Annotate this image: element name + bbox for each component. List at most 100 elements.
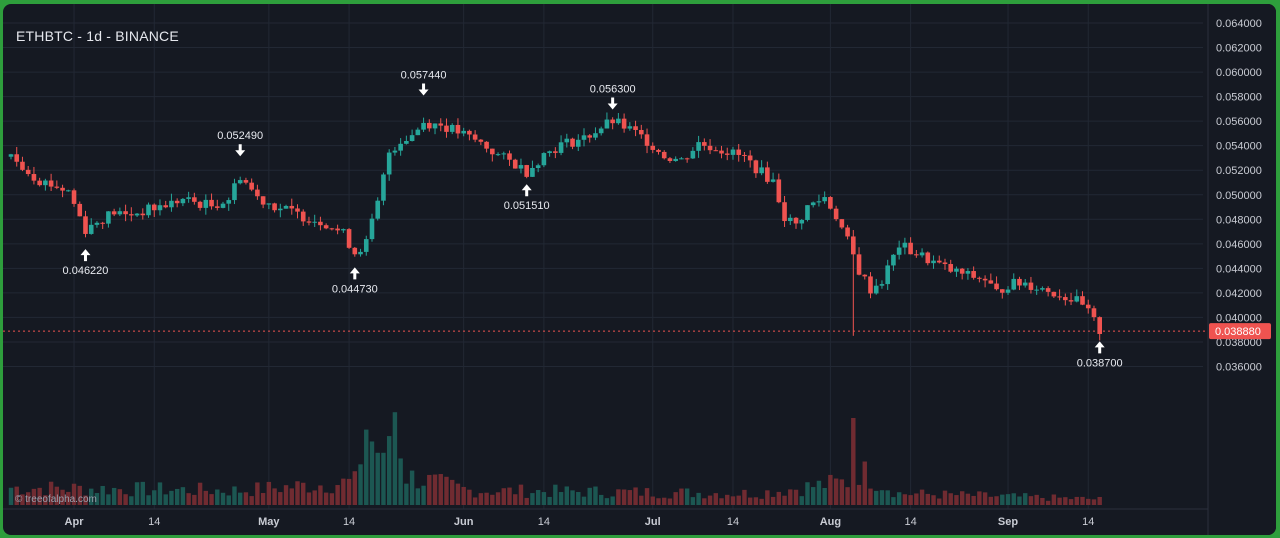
- volume-bar: [346, 478, 352, 505]
- candle-body: [278, 208, 283, 211]
- volume-bar: [1040, 497, 1045, 505]
- volume-bar: [66, 491, 71, 505]
- volume-bar: [874, 490, 879, 505]
- candle-body: [564, 138, 570, 143]
- volume-bar: [639, 495, 644, 505]
- volume-bar: [879, 490, 885, 505]
- volume-bar: [1000, 494, 1005, 505]
- volume-bar: [616, 489, 621, 505]
- candle-body: [25, 169, 31, 175]
- candle-body: [415, 129, 421, 136]
- volume-bar: [524, 497, 529, 505]
- volume-bar: [845, 487, 850, 505]
- last-price-tag: [1209, 323, 1271, 340]
- volume-bar: [621, 489, 627, 505]
- chart-title: ETHBTC - 1d - BINANCE: [16, 28, 179, 44]
- candle-body: [467, 130, 472, 135]
- candle-body: [449, 124, 455, 132]
- candle-body: [833, 208, 839, 220]
- volume-bar: [719, 498, 724, 505]
- candle-body: [1068, 300, 1074, 302]
- candle-body: [60, 187, 65, 191]
- candle-body: [20, 161, 25, 170]
- volume-bar: [656, 498, 661, 505]
- volume-bar: [169, 490, 174, 505]
- candle-body: [742, 154, 747, 156]
- candle-body: [180, 198, 186, 204]
- volume-bar: [679, 488, 684, 505]
- x-tick-label: Sep: [998, 516, 1018, 528]
- volume-bar: [822, 487, 827, 505]
- volume-bar: [919, 489, 925, 505]
- candle-body: [66, 190, 71, 192]
- candle-body: [713, 150, 719, 152]
- volume-bar: [982, 492, 988, 505]
- candle-body: [547, 151, 552, 154]
- volume-bar: [908, 495, 913, 505]
- volume-bar: [862, 461, 867, 505]
- volume-bar: [805, 482, 810, 505]
- candle-body: [48, 180, 54, 187]
- candle-body: [816, 201, 822, 203]
- volume-bar: [54, 486, 60, 505]
- candle-body: [495, 154, 501, 156]
- candle-body: [593, 133, 598, 138]
- candle-body: [94, 222, 100, 225]
- candle-body: [621, 118, 627, 129]
- candle-body: [822, 197, 827, 202]
- candlestick-chart[interactable]: 0.046220 0.052490 0.044730 0.057440 0.051510…: [3, 4, 1276, 535]
- candle-body: [891, 254, 896, 266]
- annotation-label: 0.052490: [217, 130, 263, 142]
- candle-body: [873, 285, 879, 294]
- volume-bar: [1005, 494, 1011, 505]
- volume-bar: [650, 496, 655, 505]
- volume-bar: [123, 494, 128, 505]
- y-tick-label: 0.036000: [1216, 362, 1262, 374]
- volume-bar: [438, 474, 443, 505]
- volume-bar: [610, 496, 615, 505]
- candle-body: [598, 128, 604, 134]
- candle-body: [885, 265, 890, 285]
- volume-bar: [644, 488, 650, 505]
- candle-body: [134, 213, 140, 216]
- candle-body: [209, 199, 214, 207]
- volume-bar: [793, 489, 799, 505]
- candle-body: [1074, 296, 1080, 302]
- volume-bar: [553, 484, 558, 505]
- candle-body: [541, 153, 547, 166]
- x-tick-label: Aug: [820, 516, 841, 528]
- candle-body: [140, 213, 146, 216]
- candle-body: [174, 200, 180, 204]
- candle-body: [295, 208, 300, 212]
- candle-body: [163, 205, 169, 208]
- volume-bar: [994, 496, 999, 505]
- volume-bar: [1074, 496, 1079, 505]
- volume-bar: [260, 493, 266, 505]
- volume-bar: [266, 481, 272, 505]
- candle-body: [461, 130, 466, 134]
- volume-bar: [833, 478, 839, 505]
- volume-bar: [272, 488, 277, 505]
- candle-body: [988, 280, 994, 284]
- volume-bar: [163, 494, 168, 505]
- volume-bar: [20, 494, 25, 505]
- candle-body: [914, 254, 919, 256]
- y-tick-label: 0.060000: [1216, 67, 1262, 79]
- volume-bar: [667, 498, 673, 505]
- volume-bar: [157, 482, 163, 505]
- x-tick-label: 14: [538, 516, 550, 528]
- volume-bar: [725, 494, 730, 505]
- y-tick-label: 0.038000: [1216, 337, 1262, 349]
- volume-bar: [799, 496, 804, 505]
- volume-bar: [180, 487, 186, 505]
- volume-bar: [811, 487, 816, 505]
- candle-body: [438, 123, 444, 126]
- volume-bar: [278, 492, 283, 505]
- volume-bar: [444, 476, 449, 505]
- candle-body: [931, 260, 936, 264]
- arrow-up-icon: [1094, 341, 1105, 354]
- candle-body: [575, 139, 581, 147]
- candle-body: [977, 277, 982, 279]
- volume-bar: [14, 486, 19, 505]
- candle-body: [747, 155, 753, 161]
